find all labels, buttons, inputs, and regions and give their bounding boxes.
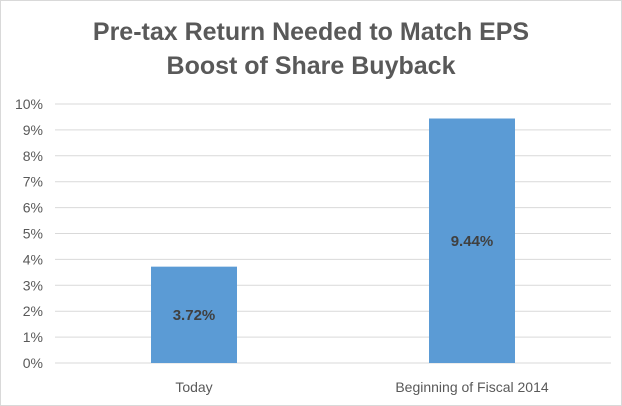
chart-title-line-2: Boost of Share Buyback (166, 52, 456, 80)
y-tick-label: 9% (23, 122, 43, 138)
chart-title-line-1: Pre-tax Return Needed to Match EPS (92, 18, 530, 46)
y-tick-label: 6% (23, 200, 43, 216)
y-tick-label: 5% (23, 226, 43, 242)
y-tick-label: 4% (23, 251, 43, 267)
y-tick-label: 8% (23, 148, 43, 164)
y-tick-label: 7% (23, 174, 43, 190)
data-label: 3.72% (173, 307, 216, 324)
x-tick-label: Today (175, 379, 212, 395)
y-tick-label: 3% (23, 277, 43, 293)
y-tick-label: 2% (23, 303, 43, 319)
chart-title: Pre-tax Return Needed to Match EPS Boost… (1, 15, 621, 83)
y-tick-label: 1% (23, 329, 43, 345)
y-tick-label: 0% (23, 355, 43, 371)
bar (151, 266, 237, 363)
bar (429, 118, 515, 363)
data-label: 9.44% (451, 233, 494, 250)
y-tick-label: 10% (15, 96, 43, 112)
x-tick-label: Beginning of Fiscal 2014 (395, 379, 549, 395)
